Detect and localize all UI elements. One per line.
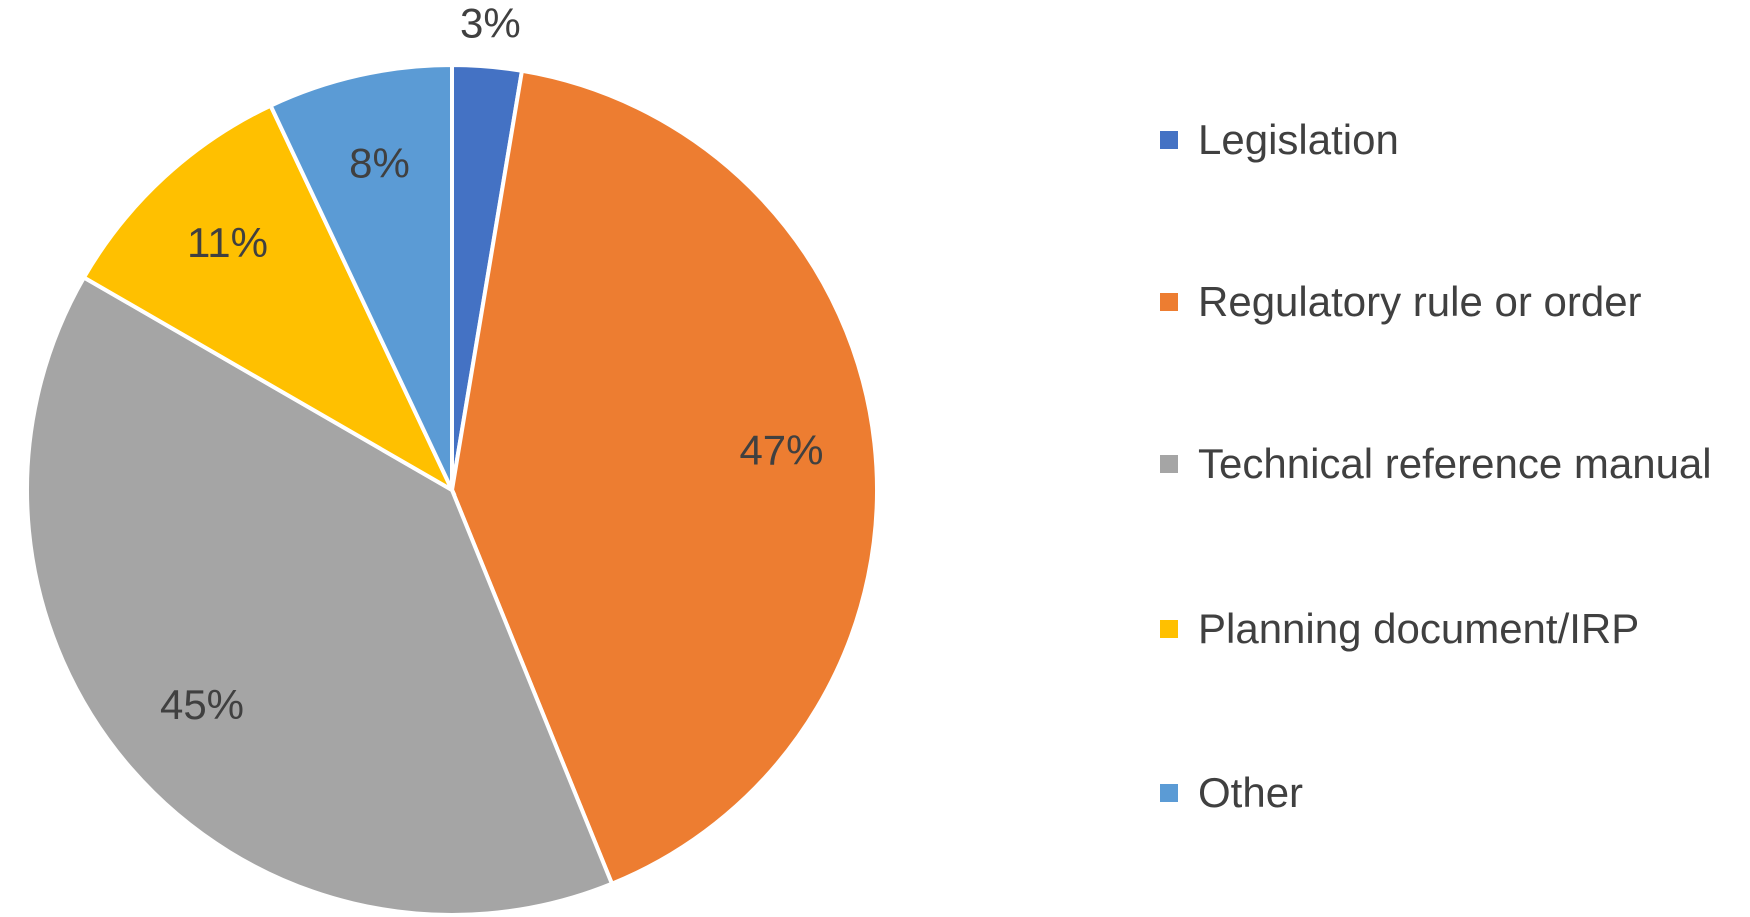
data-label: 47% <box>739 427 823 474</box>
pie-slice <box>267 62 454 491</box>
legend-label: Other <box>1198 769 1304 816</box>
legend-item: Technical reference manual <box>1160 432 1728 496</box>
legend-item: Planning document/IRP <box>1160 597 1728 661</box>
legend-swatch <box>1160 131 1178 149</box>
legend-item: Other <box>1160 761 1728 825</box>
data-label: 11% <box>187 219 268 266</box>
pie-slice <box>449 68 879 887</box>
legend-swatch <box>1160 293 1178 311</box>
data-label: 3% <box>460 0 521 47</box>
data-label: 8% <box>349 140 410 187</box>
legend-swatch <box>1160 784 1178 802</box>
legend-swatch <box>1160 620 1178 638</box>
data-label: 45% <box>160 681 244 728</box>
legend: Legislation Regulatory rule or order Techn… <box>1160 0 1740 917</box>
legend-item: Regulatory rule or order <box>1160 270 1728 334</box>
legend-item: Legislation <box>1160 108 1728 172</box>
legend-label: Legislation <box>1198 116 1399 163</box>
pie-area: 3% 47% 45% 11% 8% <box>25 0 879 917</box>
legend-label: Planning document/IRP <box>1198 605 1640 652</box>
pie-slice <box>25 274 615 917</box>
legend-swatch <box>1160 455 1178 473</box>
pie-slice <box>81 102 457 495</box>
legend-label: Regulatory rule or order <box>1198 278 1642 325</box>
legend-label: Technical reference manual <box>1198 440 1712 487</box>
